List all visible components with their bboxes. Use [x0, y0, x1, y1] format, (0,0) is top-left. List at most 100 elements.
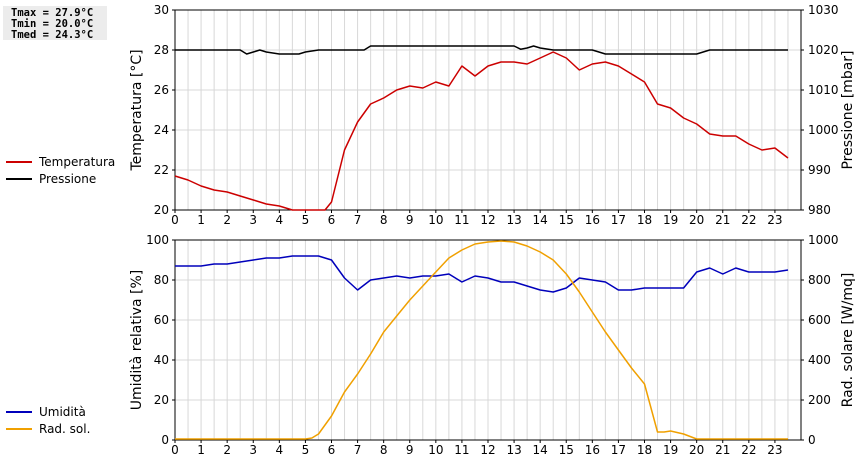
x-tick-label: 22: [741, 213, 756, 227]
x-tick-label: 17: [611, 213, 626, 227]
y-left-tick-label: 22: [154, 163, 169, 177]
legend-bottom: Umidità Rad. sol.: [6, 403, 90, 437]
series-line-pressione: [175, 45, 788, 55]
x-tick-label: 18: [637, 443, 652, 457]
legend-swatch-temperatura: [6, 160, 32, 163]
y-left-tick-label: 0: [161, 433, 169, 447]
y-right-tick-label: 800: [808, 273, 831, 287]
x-tick-label: 12: [480, 443, 495, 457]
x-tick-label: 14: [533, 443, 548, 457]
x-tick-label: 19: [663, 443, 678, 457]
y-left-tick-label: 26: [154, 83, 169, 97]
x-tick-label: 15: [559, 213, 574, 227]
x-tick-label: 12: [480, 213, 495, 227]
y-left-tick-label: 24: [154, 123, 169, 137]
legend-label-rad-sol: Rad. sol.: [39, 421, 91, 436]
x-tick-label: 3: [249, 443, 257, 457]
x-tick-label: 22: [741, 443, 756, 457]
x-tick-label: 15: [559, 443, 574, 457]
y-left-tick-label: 20: [154, 203, 169, 217]
x-tick-label: 20: [689, 213, 704, 227]
x-tick-label: 21: [715, 213, 730, 227]
y-left-tick-label: 20: [154, 393, 169, 407]
x-tick-label: 5: [302, 443, 310, 457]
y-left-tick-label: 60: [154, 313, 169, 327]
series-line-temperatura: [174, 51, 789, 211]
y-right-tick-label: 990: [808, 163, 831, 177]
chart-panel-bottom: 0 1 2 3 4 5 6 7 8 9 10 11 12 13 14 15 16 17 18 19 20 21 22 2302…: [129, 233, 856, 457]
x-tick-label: 11: [454, 443, 469, 457]
legend-item-pressione: Pressione: [6, 170, 115, 187]
y-right-tick-label: 1000: [808, 123, 839, 137]
x-tick-label: 4: [276, 443, 284, 457]
x-tick-label: 16: [585, 213, 600, 227]
x-tick-label: 2: [223, 443, 231, 457]
x-tick-label: 1: [197, 213, 205, 227]
legend-label-umidita: Umidità: [39, 404, 86, 419]
series-line-rad-sol: [175, 240, 788, 440]
y-right-tick-label: 980: [808, 203, 831, 217]
chart-panel-top: 0 1 2 3 4 5 6 7 8 9 10 11 12 13 14 15 16 17 18 19 20 21 22 2320…: [129, 3, 856, 227]
x-tick-label: 8: [380, 443, 388, 457]
x-tick-label: 2: [223, 213, 231, 227]
legend-swatch-umidita: [6, 410, 32, 413]
x-tick-label: 10: [428, 443, 443, 457]
y-right-tick-label: 0: [808, 433, 816, 447]
x-tick-label: 8: [380, 213, 388, 227]
y-left-tick-label: 40: [154, 353, 169, 367]
legend-swatch-rad-sol: [6, 427, 32, 430]
x-tick-label: 13: [506, 213, 521, 227]
x-tick-label: 16: [585, 443, 600, 457]
x-tick-label: 5: [302, 213, 310, 227]
x-tick-label: 17: [611, 443, 626, 457]
x-tick-label: 9: [406, 213, 414, 227]
tmax-label: Tmax = 27.9°C: [11, 7, 94, 19]
x-tick-label: 10: [428, 213, 443, 227]
y-right-tick-label: 1030: [808, 3, 839, 17]
x-tick-label: 9: [406, 443, 414, 457]
legend-swatch-pressione: [6, 177, 32, 180]
legend-item-umidita: Umidità: [6, 403, 90, 420]
x-tick-label: 0: [171, 443, 179, 457]
x-tick-label: 19: [663, 213, 678, 227]
x-tick-label: 11: [454, 213, 469, 227]
y-right-tick-label: 1010: [808, 83, 839, 97]
y-left-tick-label: 80: [154, 273, 169, 287]
x-tick-label: 6: [328, 443, 336, 457]
legend-item-temperatura: Temperatura: [6, 153, 115, 170]
y-right-axis-title: Rad. solare [W/mq]: [840, 273, 856, 408]
legend-label-temperatura: Temperatura: [39, 154, 116, 169]
x-tick-label: 7: [354, 213, 362, 227]
y-left-tick-label: 28: [154, 43, 169, 57]
y-right-tick-label: 400: [808, 353, 831, 367]
x-tick-label: 7: [354, 443, 362, 457]
stats-box: Tmax = 27.9°C Tmin = 20.0°C Tmed = 24.3°…: [3, 6, 107, 41]
x-tick-label: 4: [276, 213, 284, 227]
x-tick-label: 6: [328, 213, 336, 227]
y-right-tick-label: 200: [808, 393, 831, 407]
x-tick-label: 23: [767, 213, 782, 227]
y-right-tick-label: 1020: [808, 43, 839, 57]
x-tick-label: 13: [506, 443, 521, 457]
x-tick-label: 21: [715, 443, 730, 457]
y-left-axis-title: Umidità relativa [%]: [129, 270, 145, 411]
y-left-axis-title: Temperatura [°C]: [129, 49, 145, 171]
y-left-tick-label: 30: [154, 3, 169, 17]
x-tick-label: 14: [533, 213, 548, 227]
x-tick-label: 20: [689, 443, 704, 457]
y-right-tick-label: 600: [808, 313, 831, 327]
x-tick-label: 3: [249, 213, 257, 227]
y-left-tick-label: 100: [146, 233, 169, 247]
x-tick-label: 1: [197, 443, 205, 457]
y-right-tick-label: 1000: [808, 233, 839, 247]
legend-label-pressione: Pressione: [39, 171, 97, 186]
series-line-umidit: [175, 255, 789, 293]
x-tick-label: 0: [171, 213, 179, 227]
x-tick-label: 23: [767, 443, 782, 457]
y-right-axis-title: Pressione [mbar]: [840, 50, 856, 169]
tmin-label: Tmin = 20.0°C: [11, 18, 94, 30]
legend-top: Temperatura Pressione: [6, 153, 115, 187]
tmed-label: Tmed = 24.3°C: [11, 29, 94, 41]
legend-item-rad-sol: Rad. sol.: [6, 420, 90, 437]
